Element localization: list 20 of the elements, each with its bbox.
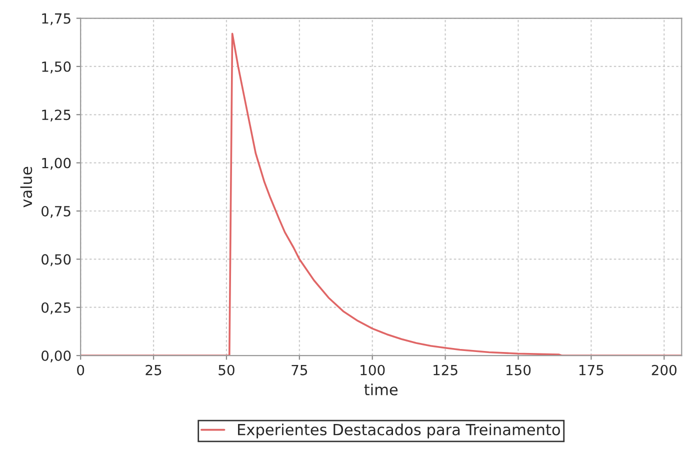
x-tick-label: 175 — [579, 365, 604, 376]
x-tick-label: 0 — [77, 364, 84, 376]
y-axis-title: value — [20, 166, 32, 208]
y-tick-label: 0,75 — [42, 206, 70, 218]
x-tick-label: 75 — [292, 365, 308, 376]
y-tick-label: 0,00 — [42, 350, 71, 362]
y-tick-label: 1,25 — [42, 110, 70, 122]
x-tick-label: 125 — [434, 364, 458, 376]
y-tick-label: 1,00 — [42, 158, 71, 170]
y-tick-label: 1,50 — [42, 61, 71, 74]
legend-label: Experientes Destacados para Treinamento — [238, 424, 560, 438]
x-axis-title: time — [364, 384, 398, 396]
x-tick-label: 200 — [652, 364, 676, 376]
x-tick-label: 150 — [506, 364, 531, 376]
x-tick-label: 100 — [360, 364, 385, 376]
y-tick-label: 0,25 — [42, 302, 70, 314]
x-tick-label: 25 — [146, 364, 162, 376]
y-tick-label: 0,50 — [42, 254, 71, 266]
y-tick-label: 1,75 — [42, 13, 70, 26]
x-tick-label: 50 — [218, 364, 234, 376]
